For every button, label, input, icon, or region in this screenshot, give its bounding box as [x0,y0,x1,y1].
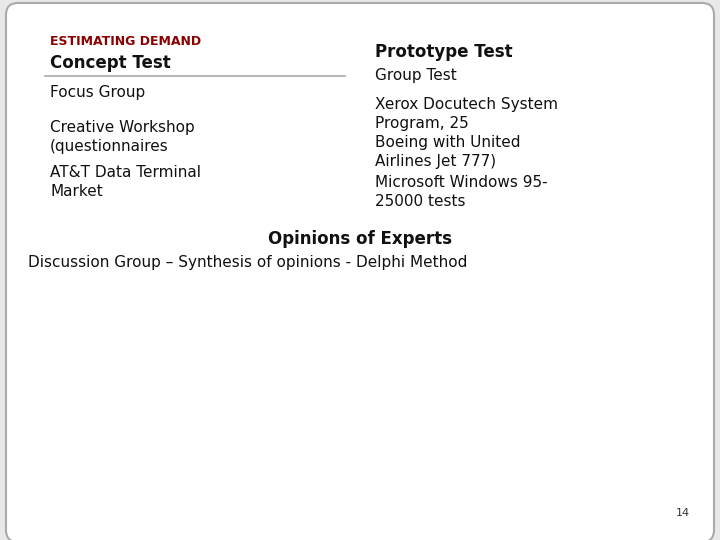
Text: Focus Group: Focus Group [50,85,145,100]
Text: ESTIMATING DEMAND: ESTIMATING DEMAND [50,35,201,48]
Text: Prototype Test: Prototype Test [375,43,513,61]
Text: Concept Test: Concept Test [50,54,171,72]
FancyBboxPatch shape [6,3,714,540]
Text: Creative Workshop
(questionnaires: Creative Workshop (questionnaires [50,120,194,154]
Text: Xerox Docutech System
Program, 25: Xerox Docutech System Program, 25 [375,97,558,131]
Text: Opinions of Experts: Opinions of Experts [268,230,452,248]
Text: AT&T Data Terminal
Market: AT&T Data Terminal Market [50,165,201,199]
Text: Boeing with United
Airlines Jet 777): Boeing with United Airlines Jet 777) [375,135,521,169]
Text: Discussion Group – Synthesis of opinions - Delphi Method: Discussion Group – Synthesis of opinions… [28,255,467,270]
Text: Group Test: Group Test [375,68,456,83]
Text: 14: 14 [676,508,690,518]
Text: Microsoft Windows 95-
25000 tests: Microsoft Windows 95- 25000 tests [375,175,548,209]
